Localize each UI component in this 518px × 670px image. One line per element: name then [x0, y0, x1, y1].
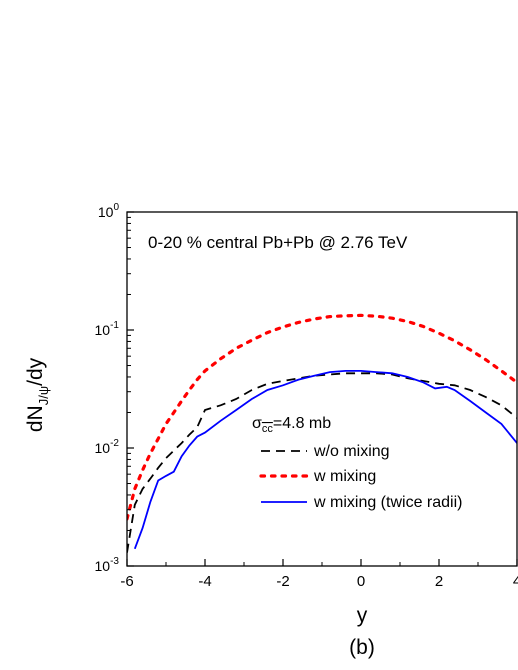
x-tick-label: -4	[198, 573, 211, 590]
series-line-1	[127, 372, 517, 553]
x-tick-label: 0	[357, 573, 365, 590]
legend-label-3: w mixing (twice radii)	[313, 494, 462, 511]
y-tick-exponent: 0	[113, 202, 119, 213]
sigma-value: =4.8 mb	[273, 415, 331, 432]
y-tick-label: 10-2	[95, 438, 120, 456]
chart-annotation: 0-20 % central Pb+Pb @ 2.76 TeV	[148, 233, 408, 252]
y-axis-label-main: dN	[24, 405, 47, 432]
y-tick-base: 10	[95, 558, 111, 574]
y-tick-base: 10	[98, 204, 114, 220]
x-tick-label: -6	[120, 573, 133, 590]
x-tick-label: -2	[276, 573, 289, 590]
y-tick-exponent: -1	[110, 320, 119, 331]
sigma-label: σcc=4.8 mb	[252, 415, 331, 435]
y-tick-base: 10	[95, 440, 111, 456]
x-axis-label: y	[357, 604, 368, 627]
y-tick-label: 100	[98, 202, 120, 220]
legend-label-2: w mixing	[313, 468, 376, 485]
legend: w/o mixing w mixing w mixing (twice radii)	[259, 443, 462, 511]
y-tick-exponent: -3	[110, 556, 119, 567]
y-tick-label: 10-1	[95, 320, 120, 338]
series-line-2	[127, 313, 517, 521]
sigma-subscript: cc	[262, 423, 274, 435]
y-axis-label-suffix: /dy	[24, 357, 47, 386]
y-tick-label: 10-3	[95, 556, 120, 574]
y-axis-label: dNJ/ψ/dy	[24, 357, 51, 432]
series-line-3	[133, 369, 517, 550]
y-tick-exponent: -2	[110, 438, 119, 449]
x-tick-label: 2	[435, 573, 443, 590]
legend-label-1: w/o mixing	[313, 443, 390, 460]
series-layer	[127, 313, 517, 553]
chart-caption: (b)	[349, 636, 375, 659]
y-axis-label-subscript: J/ψ	[36, 386, 51, 405]
x-tick-label: 4	[513, 573, 518, 590]
y-tick-base: 10	[95, 322, 111, 338]
sigma-symbol: σ	[252, 415, 262, 432]
